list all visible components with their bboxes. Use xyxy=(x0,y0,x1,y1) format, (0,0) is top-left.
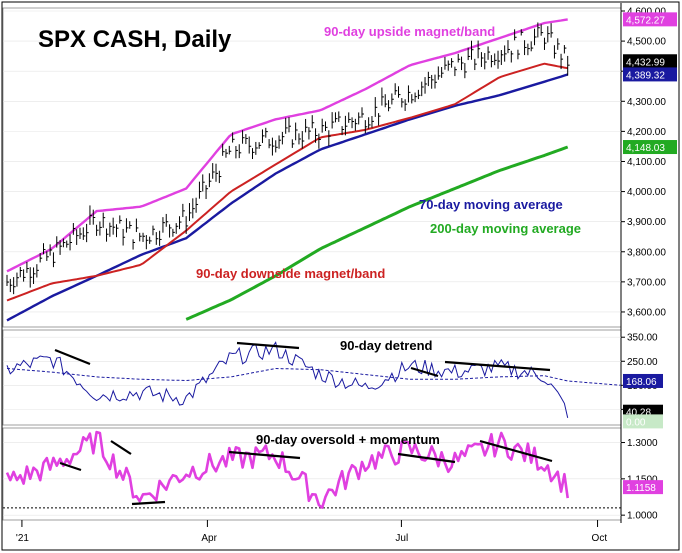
price-tick-label: 3,700.00 xyxy=(627,277,666,288)
last-value-label: 1.1158 xyxy=(626,483,656,494)
osc-tick-label: 1.0000 xyxy=(627,511,658,522)
osc-trendline xyxy=(479,439,553,463)
price-tick-label: 4,500.00 xyxy=(627,37,666,48)
last-value-label: 4,148.03 xyxy=(626,143,665,154)
detrend-trendline xyxy=(410,366,439,378)
last-value-badge xyxy=(623,373,663,388)
price-tick-label: 4,200.00 xyxy=(627,127,666,138)
price-tick-label: 3,900.00 xyxy=(627,217,666,228)
detrend-trendline xyxy=(54,348,91,366)
detrend-trendline xyxy=(236,341,300,350)
annotation-label: 90-day upside magnet/band xyxy=(324,24,495,39)
osc-tick-label: 1.1500 xyxy=(627,474,658,485)
detrend-title: 90-day detrend xyxy=(340,338,433,353)
osc-trendline xyxy=(397,452,456,464)
last-value-label: 40.28 xyxy=(626,408,651,419)
x-tick-label: Oct xyxy=(592,533,608,544)
last-value-badge xyxy=(623,54,677,69)
osc-trendline xyxy=(131,500,166,506)
x-tick-label: Jul xyxy=(395,533,408,544)
x-tick-label: '21 xyxy=(16,533,29,544)
osc-title: 90-day oversold + momentum xyxy=(256,432,440,447)
detrend-trendline xyxy=(444,360,551,372)
detrend-tick-label: 250.00 xyxy=(627,357,658,368)
series-detrend-average xyxy=(6,367,622,386)
last-value-label: 4,572.27 xyxy=(626,15,665,26)
osc-trendline xyxy=(110,440,132,455)
series-oscillator xyxy=(5,430,569,509)
price-tick-label: 4,100.00 xyxy=(627,157,666,168)
osc-tick-label: 1.3000 xyxy=(627,438,658,449)
last-value-label: 4,432.99 xyxy=(626,57,665,68)
price-tick-label: 4,000.00 xyxy=(627,187,666,198)
last-value-badge xyxy=(623,140,677,155)
series-200-day-ma xyxy=(185,145,569,321)
last-value-badge xyxy=(623,480,663,495)
annotation-label: 200-day moving average xyxy=(430,221,581,236)
osc-trendline xyxy=(59,461,82,472)
detrend-tick-label: 350.00 xyxy=(627,333,658,344)
last-value-label: 168.06 xyxy=(626,377,657,388)
price-tick-label: 3,600.00 xyxy=(627,307,666,318)
last-value-badge xyxy=(623,414,663,429)
x-tick-label: Apr xyxy=(201,533,217,544)
annotation-label: 70-day moving average xyxy=(419,197,563,212)
series-lower-band xyxy=(6,62,568,302)
chart-title: SPX CASH, Daily xyxy=(38,26,232,53)
price-tick-label: 3,800.00 xyxy=(627,247,666,258)
osc-trendline xyxy=(228,450,301,460)
last-value-badge xyxy=(623,12,677,27)
last-value-badge xyxy=(623,67,677,82)
series-upper-band xyxy=(6,18,568,273)
price-tick-label: 4,300.00 xyxy=(627,97,666,108)
last-value-label: 0.00 xyxy=(626,417,646,428)
series-detrend xyxy=(6,341,569,419)
last-value-label: 4,389.32 xyxy=(626,70,665,81)
price-tick-label: 4,600.00 xyxy=(627,7,666,18)
annotation-label: 90-day downside magnet/band xyxy=(196,266,385,281)
